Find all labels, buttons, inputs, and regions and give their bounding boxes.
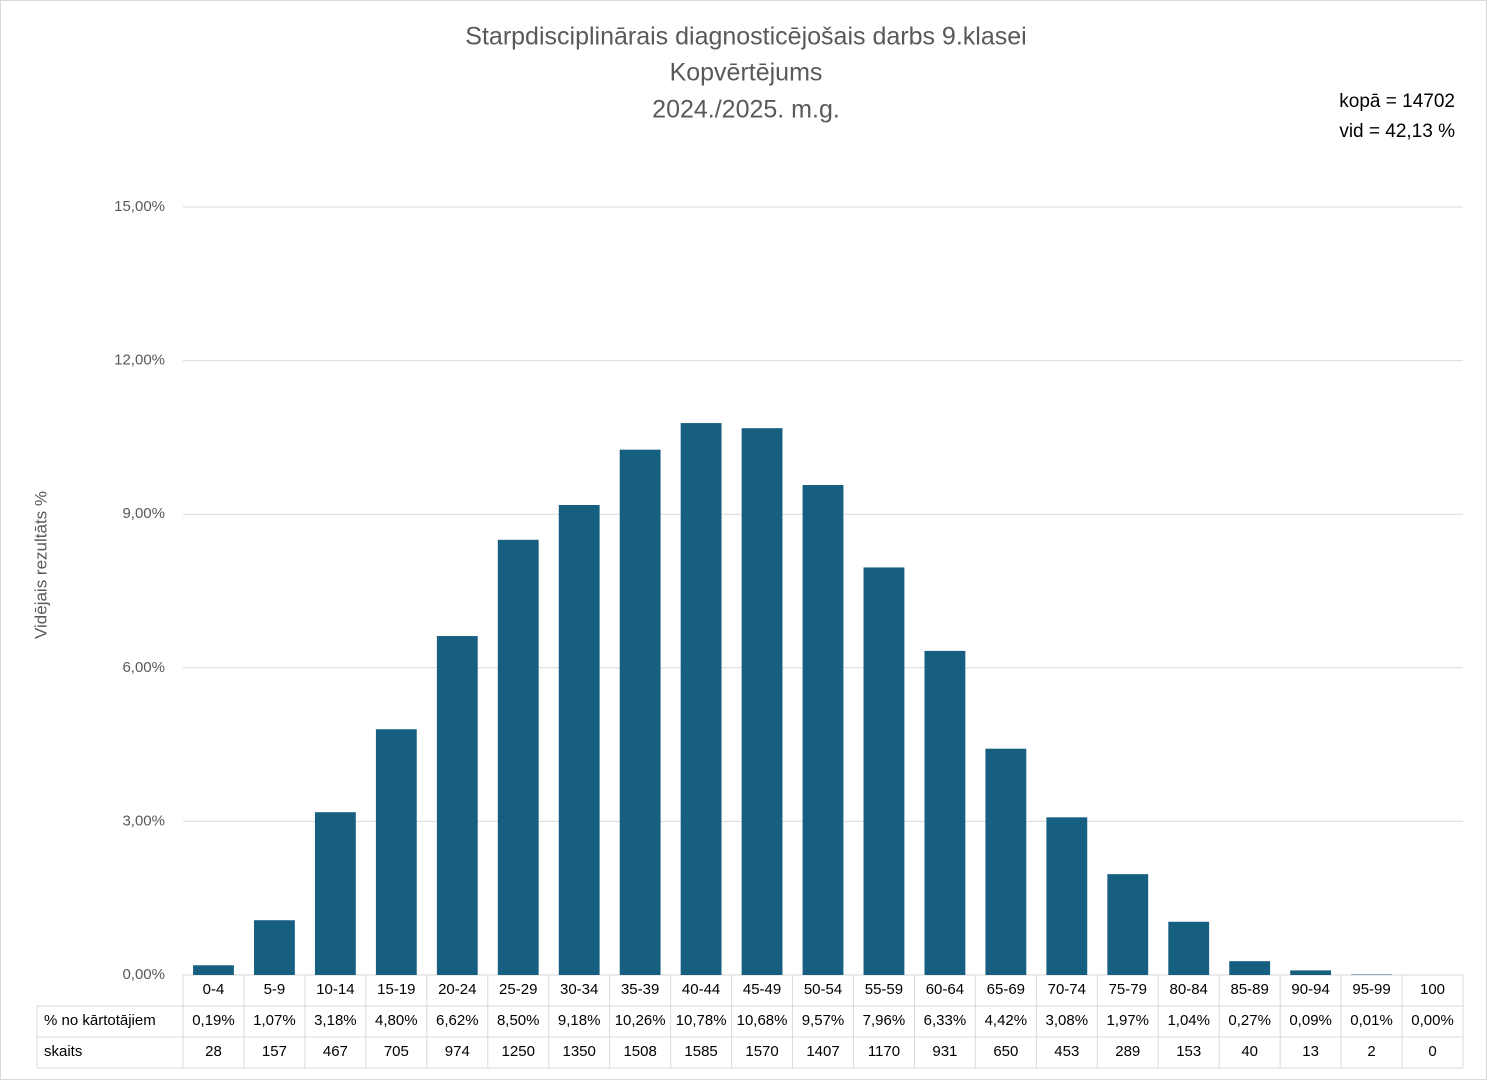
table-value-label: 4,42% [985, 1012, 1028, 1029]
table-value-label: 8,50% [497, 1012, 540, 1029]
table-value-label: 4,80% [375, 1012, 418, 1029]
table-value-label: 0,01% [1350, 1012, 1393, 1029]
table-value-label: 0,19% [192, 1012, 235, 1029]
x-tick-label: 30-34 [560, 981, 598, 998]
x-tick-label: 20-24 [438, 981, 476, 998]
y-axis-label: Vidējais rezultāts % [31, 491, 50, 639]
table-value-label: 9,57% [802, 1012, 845, 1029]
table-count: 1250 [502, 1043, 535, 1060]
table-count: 650 [993, 1043, 1018, 1060]
table-value-label: 1,07% [253, 1012, 296, 1029]
x-tick-label: 5-9 [264, 981, 286, 998]
table-count: 931 [932, 1043, 957, 1060]
table-count: 1570 [745, 1043, 778, 1060]
table-row-label: % no kārtotājiem [44, 1012, 156, 1029]
table-count: 705 [384, 1043, 409, 1060]
chart-title: Starpdisciplinārais diagnosticējošais da… [465, 23, 1026, 51]
table-count: 1170 [868, 1043, 900, 1060]
table-count: 467 [323, 1043, 348, 1060]
table-value-label: 10,68% [737, 1012, 788, 1029]
table-count: 1350 [563, 1043, 596, 1060]
x-tick-label: 85-89 [1230, 981, 1268, 998]
bar [680, 423, 722, 976]
x-tick-label: 70-74 [1048, 981, 1086, 998]
table-count: 1585 [684, 1043, 717, 1060]
table-value-label: 0,00% [1411, 1012, 1454, 1029]
annotation: vid = 42,13 % [1339, 121, 1455, 142]
x-tick-label: 0-4 [203, 981, 225, 998]
bar [314, 812, 356, 975]
table-count: 153 [1176, 1043, 1201, 1060]
table-count: 13 [1302, 1043, 1319, 1060]
bar [1229, 961, 1271, 975]
table-value-label: 3,18% [314, 1012, 357, 1029]
x-tick-label: 55-59 [865, 981, 903, 998]
x-tick-label: 10-14 [316, 981, 354, 998]
table-value-label: 10,26% [615, 1012, 666, 1029]
bar [375, 729, 417, 975]
table-count: 0 [1428, 1043, 1436, 1060]
x-tick-label: 75-79 [1109, 981, 1147, 998]
chart-title: 2024./2025. m.g. [652, 96, 840, 124]
x-tick-label: 50-54 [804, 981, 842, 998]
table-value-label: 0,09% [1289, 1012, 1332, 1029]
bar [1351, 974, 1392, 975]
y-tick-label: 15,00% [114, 198, 165, 215]
bar [558, 504, 600, 975]
x-tick-label: 25-29 [499, 981, 537, 998]
bar [802, 485, 844, 975]
y-tick-label: 9,00% [122, 505, 165, 522]
bar [1290, 970, 1332, 975]
y-tick-label: 6,00% [122, 659, 165, 676]
bar [863, 567, 905, 975]
x-tick-label: 40-44 [682, 981, 720, 998]
table-value-label: 1,97% [1106, 1012, 1149, 1029]
annotation: kopā = 14702 [1339, 91, 1455, 112]
table-value-label: 6,33% [924, 1012, 967, 1029]
y-tick-label: 0,00% [122, 966, 165, 983]
table-count: 974 [445, 1043, 470, 1060]
table-count: 1407 [806, 1043, 839, 1060]
table-value-label: 6,62% [436, 1012, 479, 1029]
x-tick-label: 80-84 [1170, 981, 1208, 998]
table-count: 28 [205, 1043, 222, 1060]
bar [985, 748, 1027, 975]
bar [497, 539, 539, 975]
bar [1107, 874, 1149, 975]
table-value-label: 10,78% [676, 1012, 727, 1029]
table-value-label: 3,08% [1046, 1012, 1089, 1029]
table-count: 1508 [623, 1043, 656, 1060]
bar [924, 650, 966, 975]
bar [436, 636, 478, 975]
table-count: 2 [1367, 1043, 1375, 1060]
chart-title: Kopvērtējums [670, 59, 823, 87]
table-count: 289 [1115, 1043, 1140, 1060]
bar [741, 428, 783, 976]
y-tick-label: 12,00% [114, 352, 165, 369]
bar [619, 449, 661, 975]
table-row-label: skaits [44, 1043, 82, 1060]
x-tick-label: 95-99 [1352, 981, 1390, 998]
bar [1046, 817, 1088, 975]
y-tick-label: 3,00% [122, 812, 165, 829]
table-value-label: 1,04% [1167, 1012, 1210, 1029]
table-count: 157 [262, 1043, 287, 1060]
x-tick-label: 45-49 [743, 981, 781, 998]
x-tick-label: 60-64 [926, 981, 964, 998]
x-tick-label: 100 [1420, 981, 1445, 998]
x-tick-label: 35-39 [621, 981, 659, 998]
bar [254, 920, 295, 975]
x-tick-label: 15-19 [377, 981, 415, 998]
table-value-label: 7,96% [863, 1012, 906, 1029]
table-value-label: 9,18% [558, 1012, 601, 1029]
x-tick-label: 65-69 [987, 981, 1025, 998]
table-value-label: 0,27% [1228, 1012, 1271, 1029]
bar [193, 965, 234, 975]
bar [1168, 921, 1210, 975]
x-tick-label: 90-94 [1291, 981, 1329, 998]
table-count: 453 [1054, 1043, 1079, 1060]
table-count: 40 [1241, 1043, 1258, 1060]
